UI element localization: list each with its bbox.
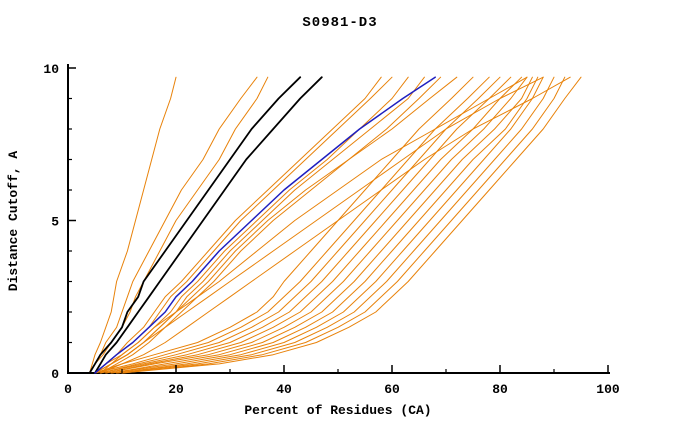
series-line-orange-21 xyxy=(94,76,528,374)
series-line-orange-09 xyxy=(94,76,490,374)
y-tick-label: 5 xyxy=(51,215,59,230)
y-axis-label: Distance Cutoff, A xyxy=(6,151,21,292)
series-line-orange-07 xyxy=(99,76,442,374)
chart-title: S0981-D3 xyxy=(302,15,377,31)
series-line-orange-03 xyxy=(89,76,269,374)
series-line-orange-24 xyxy=(94,76,382,374)
tick-marks xyxy=(67,67,609,374)
series-line-orange-22 xyxy=(99,76,571,374)
series-line-orange-19 xyxy=(121,76,582,374)
series-line-orange-18 xyxy=(121,76,566,374)
series-line-orange-10 xyxy=(99,76,501,374)
series-line-orange-17 xyxy=(116,76,555,374)
x-tick-label: 80 xyxy=(492,382,508,397)
series-line-orange-16 xyxy=(116,76,544,374)
x-tick-label: 20 xyxy=(168,382,184,397)
series-line-orange-08 xyxy=(94,76,474,374)
series-line-orange-14 xyxy=(110,76,533,374)
x-tick-label: 40 xyxy=(276,382,292,397)
x-tick-label: 60 xyxy=(384,382,400,397)
x-tick-label: 0 xyxy=(64,382,72,397)
y-tick-label: 0 xyxy=(51,367,59,382)
tick-labels: 0 20 40 60 80 100 0 5 10 xyxy=(43,62,620,397)
x-axis-label: Percent of Residues (CA) xyxy=(244,403,431,418)
series-line-blue-1 xyxy=(94,76,436,374)
y-tick-label: 10 xyxy=(43,62,59,77)
series-line-orange-01 xyxy=(89,76,177,374)
series-line-orange-11 xyxy=(99,76,512,374)
series-line-black-2 xyxy=(94,76,323,374)
x-tick-label: 100 xyxy=(596,382,620,397)
series-line-orange-12 xyxy=(105,76,523,374)
series-line-black-1 xyxy=(88,76,302,374)
series-line-orange-04 xyxy=(94,76,393,374)
series-line-orange-23 xyxy=(94,76,458,374)
series-group xyxy=(88,76,582,374)
series-line-orange-02 xyxy=(89,76,258,374)
series-line-orange-13 xyxy=(105,76,528,374)
series-line-orange-15 xyxy=(110,76,539,374)
